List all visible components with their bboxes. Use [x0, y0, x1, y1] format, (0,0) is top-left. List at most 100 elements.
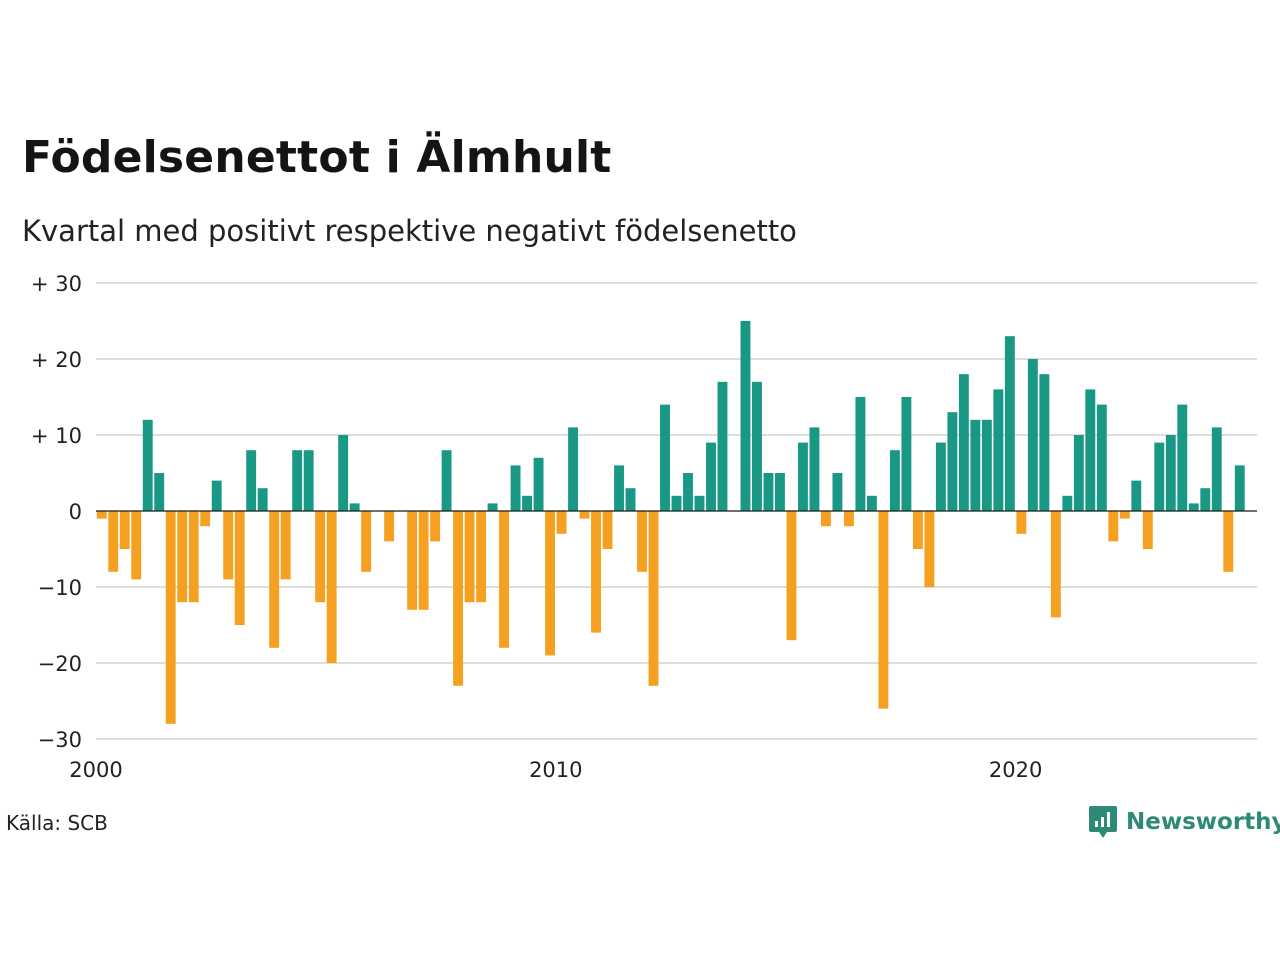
bar [1177, 404, 1188, 511]
bar [993, 389, 1004, 511]
x-tick-label: 2020 [989, 758, 1042, 782]
bar [246, 450, 257, 511]
bar [556, 511, 567, 534]
bar [131, 511, 142, 580]
bar [1223, 511, 1234, 572]
bar [154, 473, 165, 511]
bar [694, 495, 705, 511]
bar [1188, 503, 1199, 511]
bar [981, 419, 992, 511]
bar [464, 511, 475, 603]
bar [648, 511, 659, 686]
bar [889, 450, 900, 511]
bar [441, 450, 452, 511]
bar [912, 511, 923, 549]
bar [96, 511, 107, 519]
bar [119, 511, 130, 549]
bar [1062, 495, 1073, 511]
bar [1108, 511, 1119, 542]
bar [637, 511, 647, 572]
newsworthy-logo-icon [1089, 806, 1117, 838]
bar [1073, 435, 1084, 511]
bar [269, 511, 280, 648]
chart-subtitle: Kvartal med positivt respektive negativt… [22, 214, 797, 248]
bar [177, 511, 188, 603]
bar [947, 412, 958, 511]
bar [1200, 488, 1211, 511]
bar [717, 381, 728, 511]
bar [625, 488, 636, 511]
bar [1211, 427, 1222, 511]
bar [223, 511, 234, 580]
y-tick-label: + 10 [31, 424, 82, 448]
bar [901, 397, 912, 511]
bar [602, 511, 613, 549]
brand-name: Newsworthy [1126, 809, 1280, 835]
bar [292, 450, 303, 511]
bar [970, 419, 981, 511]
y-tick-label: −20 [38, 652, 82, 676]
bar [866, 495, 877, 511]
bar [338, 435, 349, 511]
bar [775, 473, 785, 511]
bar [614, 465, 624, 511]
bar [1096, 404, 1107, 511]
y-tick-label: + 30 [31, 272, 82, 296]
bar [108, 511, 119, 572]
bar [579, 511, 590, 519]
y-axis-labels: + 30 + 20 + 10 0 −10 −20 −30 [31, 272, 82, 752]
y-tick-label: 0 [69, 500, 82, 524]
bar [786, 511, 797, 641]
bar [188, 511, 199, 603]
chart-title: Födelsenettot i Älmhult [22, 132, 612, 183]
grid-lines [96, 282, 1257, 740]
bar [1165, 435, 1176, 511]
x-tick-label: 2000 [69, 758, 122, 782]
bar [878, 511, 889, 709]
bar [1154, 442, 1165, 511]
source-note: Källa: SCB [6, 811, 108, 835]
bar [568, 427, 578, 511]
bar [1050, 511, 1061, 618]
bar [1119, 511, 1130, 519]
bar [1004, 336, 1015, 511]
y-tick-label: + 20 [31, 348, 82, 372]
bar [315, 511, 326, 603]
bar [211, 480, 222, 511]
bar [487, 503, 498, 511]
bar [280, 511, 291, 580]
bar-chart: + 30 + 20 + 10 0 −10 −20 −30 2000 2010 2020 [31, 272, 1257, 782]
bar [1085, 389, 1096, 511]
bar [430, 511, 441, 542]
x-tick-label: 2010 [529, 758, 582, 782]
bar [303, 450, 314, 511]
bar [763, 473, 774, 511]
bar [683, 473, 693, 511]
y-tick-label: −30 [38, 728, 82, 752]
bar [510, 465, 521, 511]
bar [326, 511, 337, 663]
bar [740, 321, 751, 511]
bar [165, 511, 176, 724]
bar [809, 427, 820, 511]
bar [361, 511, 372, 572]
bar [407, 511, 418, 610]
bar [1039, 374, 1050, 511]
bar [1027, 359, 1038, 511]
bar [234, 511, 245, 625]
bar [522, 495, 533, 511]
bar [1131, 480, 1142, 511]
bar [832, 473, 843, 511]
bar [1016, 511, 1027, 534]
bar [257, 488, 268, 511]
bar [142, 419, 153, 511]
bar [418, 511, 429, 610]
bar [591, 511, 601, 633]
x-axis-labels: 2000 2010 2020 [69, 758, 1042, 782]
bar [499, 511, 510, 648]
bar [660, 404, 670, 511]
bar [797, 442, 808, 511]
bar [671, 495, 682, 511]
bar [843, 511, 854, 527]
y-tick-label: −10 [38, 576, 82, 600]
